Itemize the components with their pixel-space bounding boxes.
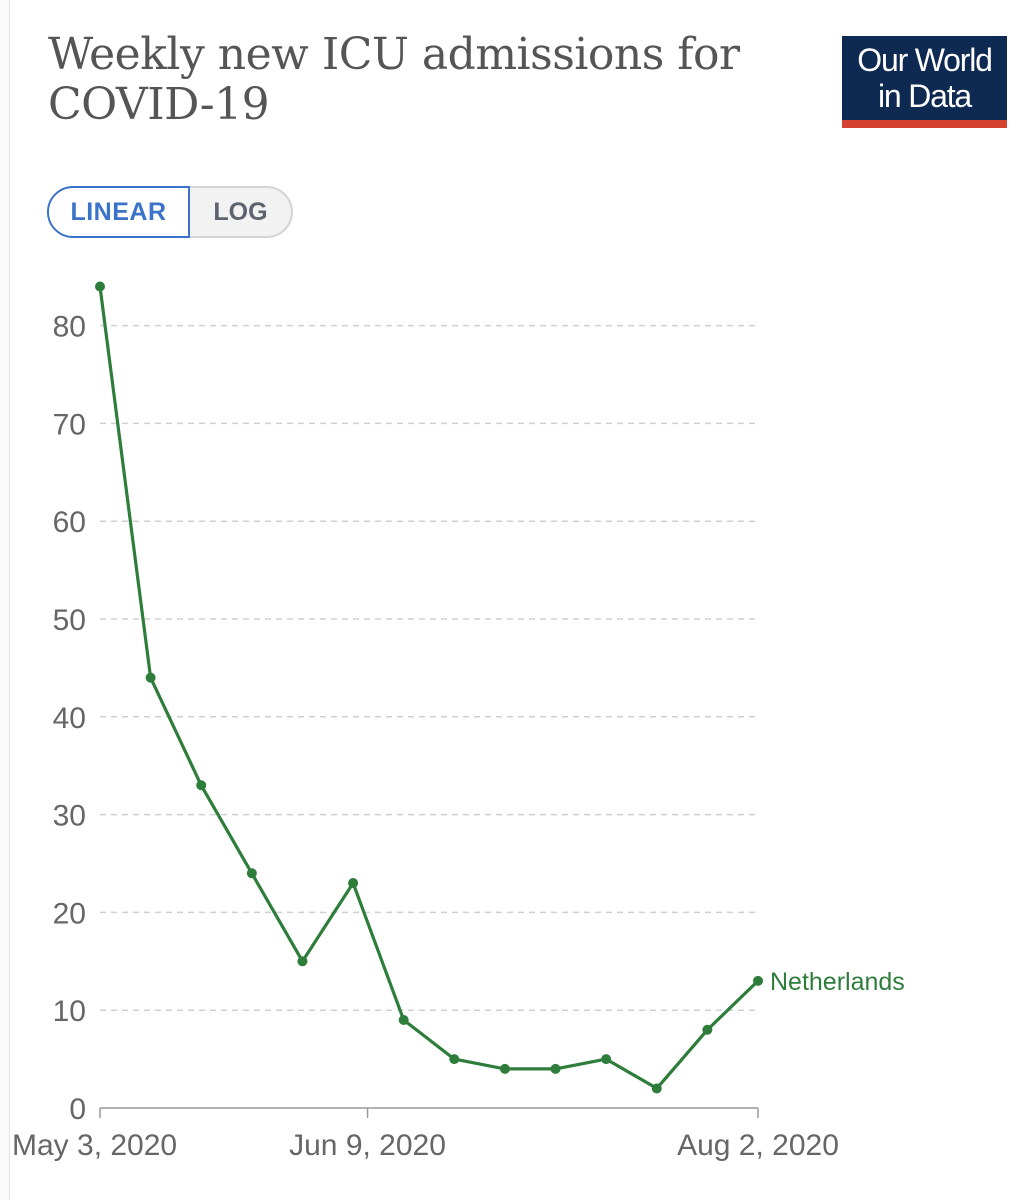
series-label: Netherlands xyxy=(770,968,905,996)
x-tick-label: May 3, 2020 xyxy=(12,1129,177,1162)
logo-line-1: Our World xyxy=(857,42,993,78)
scale-toggle: LINEAR LOG xyxy=(47,186,293,238)
series-line-netherlands xyxy=(98,286,760,1091)
log-scale-button[interactable]: LOG xyxy=(190,186,293,238)
data-point xyxy=(145,672,156,683)
data-point xyxy=(398,1014,409,1025)
data-point xyxy=(449,1054,460,1065)
y-tick-label: 50 xyxy=(53,604,86,637)
y-tick-label: 20 xyxy=(53,897,86,930)
series-layer: Netherlands xyxy=(95,281,905,1094)
y-tick-label: 40 xyxy=(53,702,86,735)
data-point xyxy=(702,1024,713,1035)
data-point xyxy=(550,1063,561,1074)
owid-logo[interactable]: Our World in Data xyxy=(842,36,1007,128)
linear-scale-button[interactable]: LINEAR xyxy=(47,186,190,238)
x-tick-label: Jun 9, 2020 xyxy=(289,1129,446,1162)
y-tick-label: 70 xyxy=(53,408,86,441)
y-tick-label: 60 xyxy=(53,506,86,539)
y-axis-ticks: 0 10 20 30 40 50 60 70 80 xyxy=(53,311,86,1126)
y-tick-label: 30 xyxy=(53,800,86,833)
data-point xyxy=(601,1054,612,1065)
x-tick-label: Aug 2, 2020 xyxy=(677,1129,839,1162)
chart-title: Weekly new ICU admissions for COVID-19 xyxy=(48,29,740,130)
data-point xyxy=(95,281,105,292)
y-tick-label: 10 xyxy=(53,995,86,1028)
data-point xyxy=(246,868,257,879)
data-point xyxy=(196,780,207,791)
data-point xyxy=(499,1063,510,1074)
data-point xyxy=(651,1083,662,1094)
data-point xyxy=(348,878,359,889)
data-point xyxy=(297,956,308,967)
logo-line-2: in Data xyxy=(878,78,972,114)
y-tick-label: 80 xyxy=(53,311,86,344)
line-chart: 0 10 20 30 40 50 60 70 80 May 3, 2020 Jun 9, 2020… xyxy=(12,281,905,1162)
gridlines xyxy=(100,324,758,1011)
left-border xyxy=(0,0,10,1200)
data-point xyxy=(753,975,763,986)
y-tick-label: 0 xyxy=(69,1093,86,1126)
x-axis: May 3, 2020 Jun 9, 2020 Aug 2, 2020 xyxy=(12,1107,839,1162)
